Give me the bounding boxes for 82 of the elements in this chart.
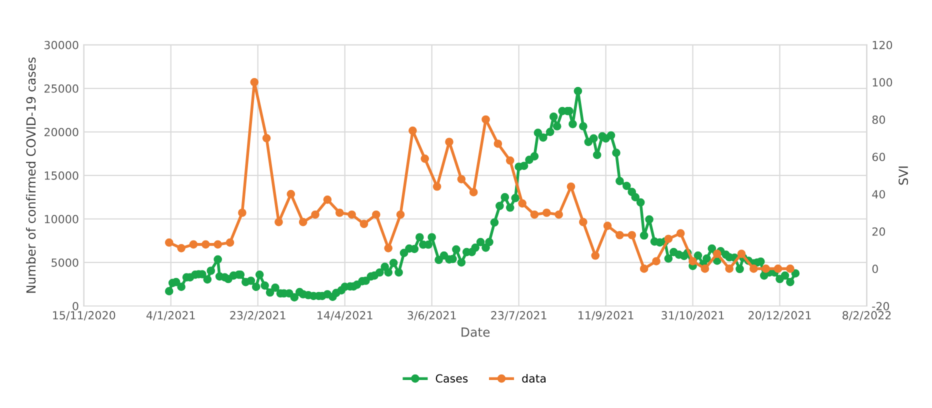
point <box>238 208 246 217</box>
point <box>177 244 186 252</box>
x-axis-title: Date <box>462 328 490 337</box>
y2-tick-label: 60 <box>872 152 886 162</box>
point <box>554 210 563 219</box>
x-tick-label: 11/9/2021 <box>578 311 634 320</box>
y-axis-title: Number of confirmed COVID-19 cases <box>26 58 36 293</box>
point <box>518 199 526 208</box>
point <box>628 230 636 240</box>
y-tick-label: 5000 <box>52 258 78 267</box>
point <box>445 138 454 146</box>
point <box>396 210 405 219</box>
point <box>420 154 430 163</box>
y-tick-label: 10000 <box>44 214 78 224</box>
point <box>640 264 648 273</box>
point <box>189 240 198 249</box>
point <box>762 264 770 273</box>
point <box>274 218 283 226</box>
point <box>664 234 673 244</box>
x-tick-label: 4/1/2021 <box>146 311 195 320</box>
point <box>384 244 392 252</box>
point <box>311 210 320 219</box>
y-tick-label: 0 <box>72 302 78 310</box>
point <box>226 238 234 247</box>
y2-tick-label: -20 <box>872 302 890 310</box>
point <box>566 182 576 191</box>
point <box>262 134 271 142</box>
point <box>372 210 380 219</box>
point <box>676 229 685 238</box>
point <box>323 196 332 204</box>
y-tick-label: 25000 <box>44 84 78 93</box>
y2-tick-label: 120 <box>872 40 892 50</box>
x-tick-label: 23/2/2021 <box>230 311 286 320</box>
point <box>164 238 174 247</box>
y-tick-label: 30000 <box>44 40 78 50</box>
point <box>348 210 356 219</box>
y-tick-label: 15000 <box>44 171 78 180</box>
point <box>432 182 442 191</box>
y-tick-label: 20000 <box>44 128 78 136</box>
legend-label: Cases <box>436 374 468 383</box>
point <box>506 156 514 165</box>
point <box>250 78 259 86</box>
point <box>214 240 222 249</box>
y2-tick-label: 40 <box>872 190 886 198</box>
x-tick-label: 14/4/2021 <box>318 311 372 320</box>
point <box>469 188 478 196</box>
point <box>408 126 417 135</box>
x-tick-label: 31/10/2021 <box>662 311 724 320</box>
y2-tick-label: 20 <box>872 227 886 236</box>
point <box>725 264 734 273</box>
y2-tick-label: 0 <box>872 264 878 274</box>
x-tick-label: 15/11/2020 <box>53 311 116 320</box>
x-tick-label: 20/12/2021 <box>748 311 811 320</box>
point <box>298 218 308 226</box>
point <box>482 115 490 124</box>
point <box>360 220 368 228</box>
y2-tick-label: 80 <box>872 115 886 124</box>
point <box>700 264 710 273</box>
point <box>774 264 782 273</box>
point <box>530 210 539 219</box>
point <box>688 257 697 266</box>
x-tick-label: 8/2/2022 <box>842 311 891 320</box>
y2-axis-title: SVI <box>898 166 908 185</box>
point <box>201 240 210 249</box>
point <box>591 251 600 260</box>
point <box>786 264 794 273</box>
x-tick-label: 23/7/2021 <box>491 311 546 320</box>
legend-label: data <box>522 374 546 383</box>
x-tick-label: 3/6/2021 <box>408 311 456 320</box>
point <box>542 208 551 217</box>
y2-tick-label: 100 <box>872 78 892 87</box>
point <box>750 264 758 273</box>
point <box>579 218 588 226</box>
point <box>712 250 722 258</box>
point <box>603 222 612 230</box>
point <box>457 175 466 184</box>
point <box>652 257 660 266</box>
point <box>494 140 502 148</box>
point <box>286 190 296 198</box>
point <box>737 250 746 258</box>
point <box>335 208 344 217</box>
point <box>616 230 624 240</box>
